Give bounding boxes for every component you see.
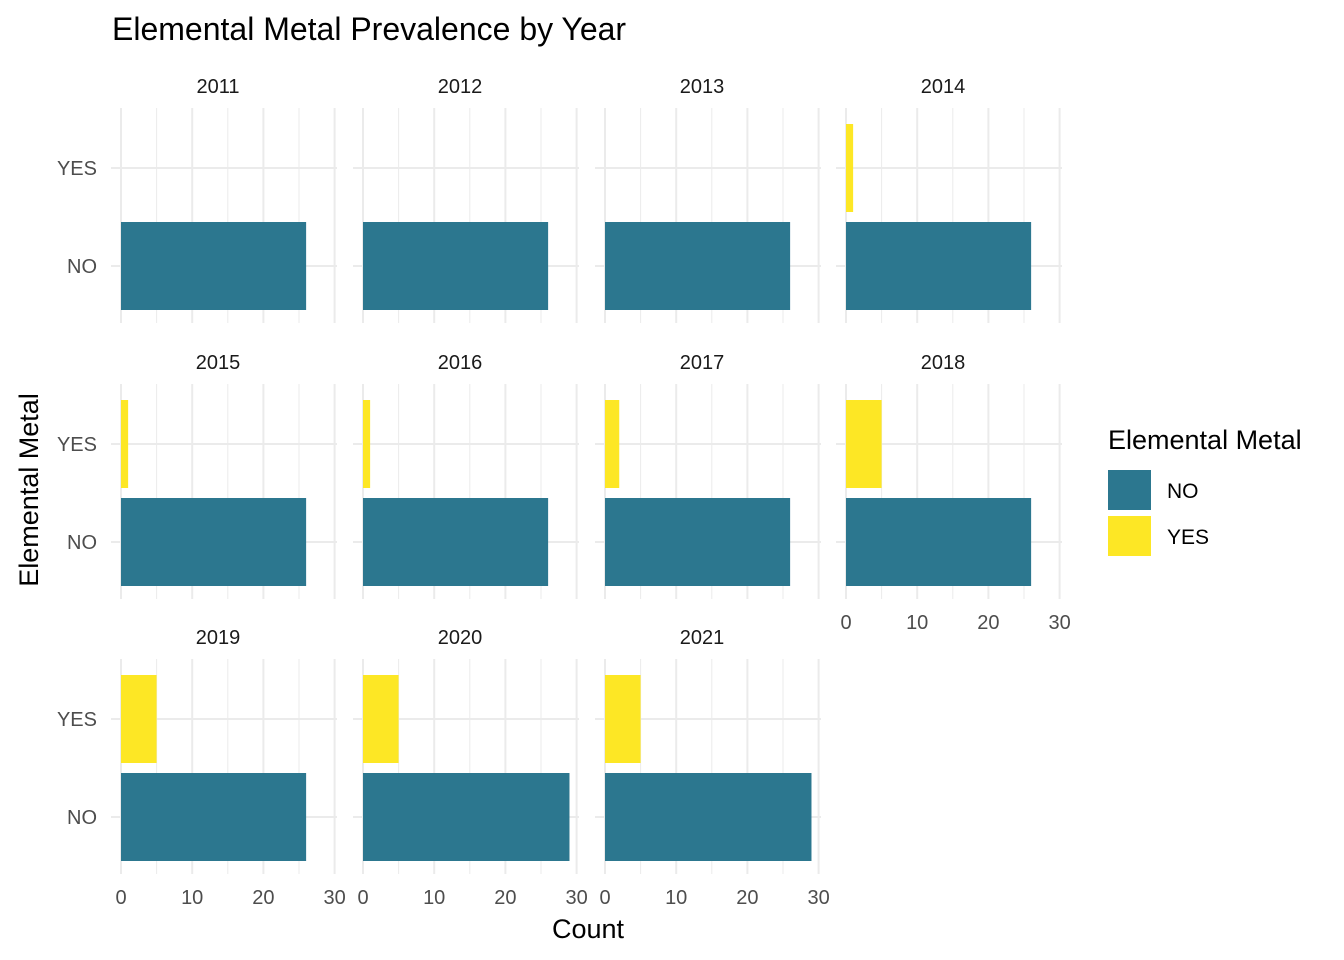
facet-label-2017: 2017 [680, 352, 725, 374]
bar-2014-no [846, 222, 1032, 310]
chart-title: Elemental Metal Prevalence by Year [112, 11, 626, 47]
x-tick-label: 20 [494, 887, 516, 909]
legend-key-no [1108, 470, 1151, 510]
facet-label-2014: 2014 [921, 76, 966, 98]
facet-panel-2012: 2012 [353, 76, 579, 323]
facet-label-2020: 2020 [438, 627, 483, 649]
facet-panel-2015: 2015 NO YES [57, 352, 337, 599]
bar-2018-no [846, 498, 1032, 586]
facet-label-2015: 2015 [196, 352, 241, 374]
bar-2020-yes [363, 675, 399, 763]
x-tick-label: 20 [252, 887, 274, 909]
bar-2021-yes [605, 675, 641, 763]
legend: Elemental Metal NO YES [1108, 425, 1302, 556]
bar-2015-yes [121, 400, 129, 488]
bar-2011-no [121, 222, 307, 310]
facet-label-2012: 2012 [438, 76, 483, 98]
x-tick-label: 20 [736, 887, 758, 909]
legend-label-no: NO [1167, 480, 1199, 503]
facet-label-2011: 2011 [196, 76, 239, 98]
facet-panels: 2011 NO YES 2012 2013 2014 2015 NO YES 2016 2017 20… [57, 76, 1071, 909]
bar-2017-yes [605, 400, 620, 488]
y-tick-label-no: NO [67, 256, 97, 278]
bar-2015-no [121, 498, 307, 586]
bar-2019-yes [121, 675, 157, 763]
facet-label-2021: 2021 [680, 627, 725, 649]
facet-label-2018: 2018 [921, 352, 966, 374]
x-tick-label: 0 [357, 887, 368, 909]
x-tick-label: 0 [115, 887, 126, 909]
facet-panel-2019: 2019 NO YES 0 10 20 30 [57, 627, 346, 909]
bar-2018-yes [846, 400, 882, 488]
bar-2013-no [605, 222, 791, 310]
x-tick-label: 0 [840, 612, 851, 634]
x-tick-label: 10 [906, 612, 928, 634]
bar-2014-yes [846, 124, 854, 212]
facet-label-2013: 2013 [680, 76, 725, 98]
facet-panel-2020: 2020 0 10 20 30 [353, 627, 588, 909]
x-tick-label: 10 [665, 887, 687, 909]
y-tick-label-no: NO [67, 807, 97, 829]
bar-2017-no [605, 498, 791, 586]
y-tick-label-no: NO [67, 532, 97, 554]
x-tick-label: 20 [977, 612, 999, 634]
x-axis-title: Count [552, 914, 625, 944]
x-tick-label: 10 [423, 887, 445, 909]
facet-panel-2011: 2011 NO YES [57, 76, 337, 323]
facet-panel-2016: 2016 [353, 352, 579, 599]
bar-2021-no [605, 773, 812, 861]
bar-2020-no [363, 773, 570, 861]
y-tick-label-yes: YES [57, 158, 97, 180]
x-tick-label: 30 [323, 887, 345, 909]
facet-panel-2021: 2021 0 10 20 30 [595, 627, 830, 909]
legend-label-yes: YES [1167, 526, 1209, 549]
facet-panel-2013: 2013 [595, 76, 821, 323]
facet-panel-2018: 2018 0 10 20 30 [836, 352, 1071, 634]
facet-label-2016: 2016 [438, 352, 483, 374]
y-axis-title: Elemental Metal [14, 393, 44, 587]
bar-2012-no [363, 222, 549, 310]
x-tick-label: 30 [807, 887, 829, 909]
bar-2016-no [363, 498, 549, 586]
x-tick-label: 30 [1048, 612, 1070, 634]
x-tick-label: 0 [599, 887, 610, 909]
bar-2016-yes [363, 400, 371, 488]
x-tick-label: 10 [181, 887, 203, 909]
legend-key-yes [1108, 516, 1151, 556]
facet-panel-2014: 2014 [836, 76, 1062, 323]
y-tick-label-yes: YES [57, 434, 97, 456]
bar-2019-no [121, 773, 307, 861]
facet-panel-2017: 2017 [595, 352, 821, 599]
y-tick-label-yes: YES [57, 709, 97, 731]
legend-title: Elemental Metal [1108, 425, 1302, 455]
facet-label-2019: 2019 [196, 627, 241, 649]
x-tick-label: 30 [565, 887, 587, 909]
